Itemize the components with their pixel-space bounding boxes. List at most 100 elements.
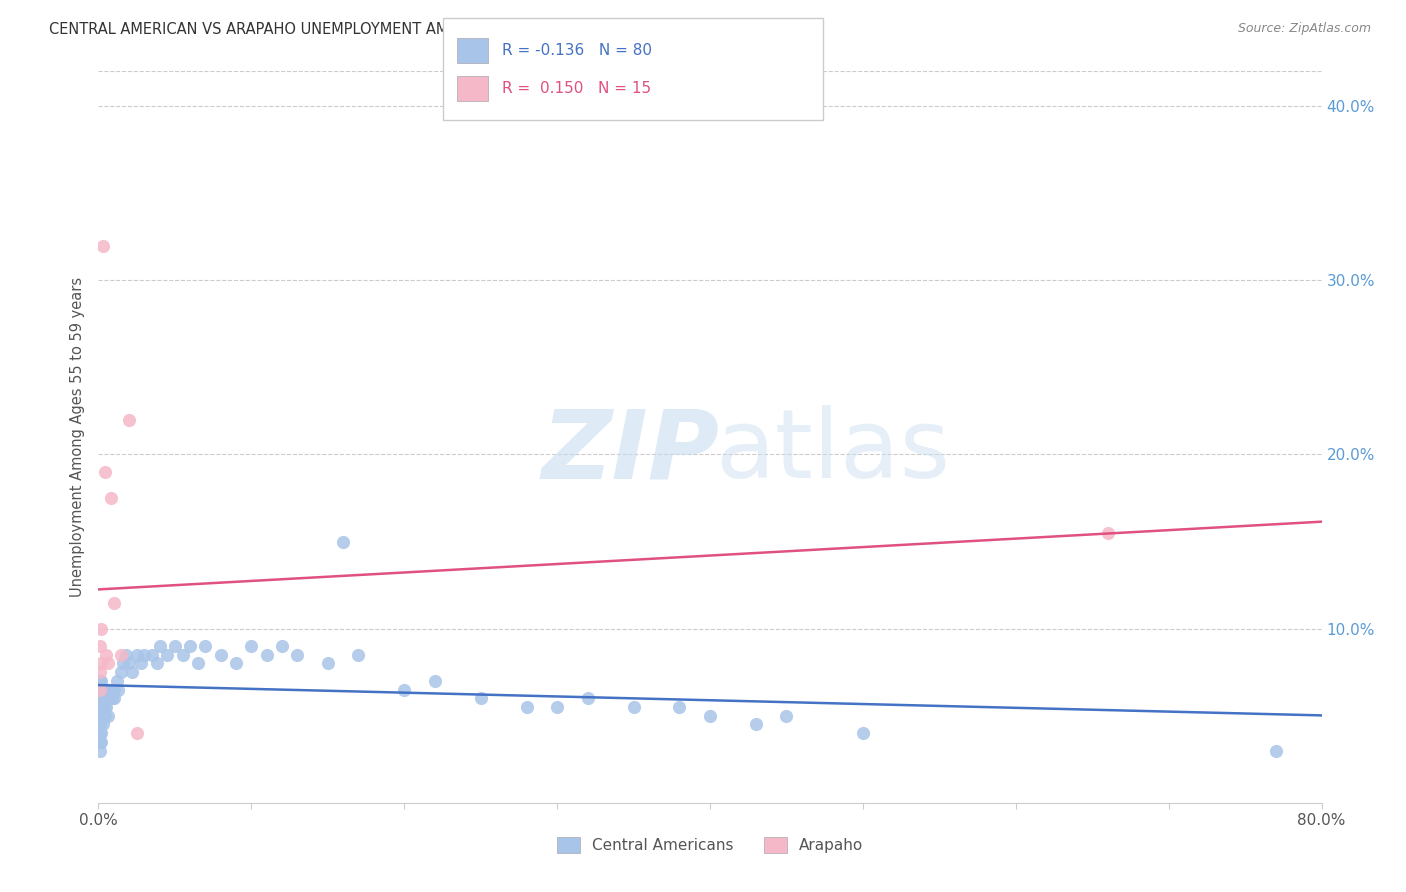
Point	[91, 717, 114, 731]
Point	[121, 665, 143, 680]
Point	[100, 691, 122, 706]
Point	[392, 682, 416, 697]
Point	[94, 691, 117, 706]
Point	[118, 412, 141, 426]
Point	[94, 648, 117, 662]
Point	[699, 708, 721, 723]
Point	[623, 700, 645, 714]
Point	[129, 657, 152, 671]
Point	[100, 682, 122, 697]
Text: R =  0.150   N = 15: R = 0.150 N = 15	[502, 81, 651, 95]
Point	[576, 691, 599, 706]
Point	[103, 682, 125, 697]
Point	[125, 648, 148, 662]
Point	[115, 648, 138, 662]
Point	[100, 491, 122, 505]
Point	[172, 648, 194, 662]
Point	[101, 682, 124, 697]
Point	[97, 708, 120, 723]
Point	[105, 673, 128, 688]
Point	[110, 648, 132, 662]
Point	[91, 700, 114, 714]
Point	[101, 691, 124, 706]
Text: atlas: atlas	[714, 405, 950, 499]
Point	[163, 639, 186, 653]
Point	[1264, 743, 1286, 757]
Point	[103, 691, 125, 706]
Point	[89, 708, 111, 723]
Point	[94, 700, 117, 714]
Point	[470, 691, 492, 706]
Point	[91, 682, 114, 697]
Point	[118, 657, 141, 671]
Point	[97, 657, 120, 671]
Point	[516, 700, 538, 714]
Point	[145, 657, 167, 671]
Point	[775, 708, 797, 723]
Point	[103, 595, 125, 609]
Point	[90, 700, 112, 714]
Point	[89, 639, 111, 653]
Point	[149, 639, 172, 653]
Point	[285, 648, 308, 662]
Point	[90, 735, 112, 749]
Point	[91, 691, 114, 706]
Point	[745, 717, 768, 731]
Point	[209, 648, 232, 662]
Point	[316, 657, 339, 671]
Point	[187, 657, 209, 671]
Point	[225, 657, 247, 671]
Y-axis label: Unemployment Among Ages 55 to 59 years: Unemployment Among Ages 55 to 59 years	[69, 277, 84, 597]
Point	[141, 648, 163, 662]
Point	[111, 657, 134, 671]
Point	[90, 673, 112, 688]
Point	[332, 534, 354, 549]
Point	[423, 673, 446, 688]
Point	[98, 691, 121, 706]
Point	[89, 726, 111, 740]
Point	[89, 665, 111, 680]
Point	[90, 657, 112, 671]
Point	[107, 682, 129, 697]
Point	[98, 682, 121, 697]
Point	[256, 648, 278, 662]
Text: ZIP: ZIP	[541, 405, 720, 499]
Point	[110, 665, 132, 680]
Point	[91, 238, 114, 252]
Point	[134, 648, 156, 662]
Point	[852, 726, 875, 740]
Point	[90, 682, 112, 697]
Point	[90, 622, 112, 636]
Point	[156, 648, 179, 662]
Point	[546, 700, 568, 714]
Point	[93, 691, 115, 706]
Legend: Central Americans, Arapaho: Central Americans, Arapaho	[550, 830, 870, 861]
Text: CENTRAL AMERICAN VS ARAPAHO UNEMPLOYMENT AMONG AGES 55 TO 59 YEARS CORRELATION C: CENTRAL AMERICAN VS ARAPAHO UNEMPLOYMENT…	[49, 22, 813, 37]
Point	[125, 726, 148, 740]
Point	[93, 700, 115, 714]
Point	[89, 691, 111, 706]
Point	[1097, 525, 1119, 540]
Point	[89, 682, 111, 697]
Point	[93, 682, 115, 697]
Point	[89, 682, 111, 697]
Point	[89, 700, 111, 714]
Point	[270, 639, 292, 653]
Point	[93, 465, 115, 479]
Text: R = -0.136   N = 80: R = -0.136 N = 80	[502, 44, 652, 58]
Point	[668, 700, 690, 714]
Point	[89, 735, 111, 749]
Point	[97, 691, 120, 706]
Point	[93, 708, 115, 723]
Text: Source: ZipAtlas.com: Source: ZipAtlas.com	[1237, 22, 1371, 36]
Point	[91, 708, 114, 723]
Point	[90, 691, 112, 706]
Point	[90, 708, 112, 723]
Point	[97, 682, 120, 697]
Point	[240, 639, 263, 653]
Point	[89, 717, 111, 731]
Point	[89, 673, 111, 688]
Point	[347, 648, 370, 662]
Point	[179, 639, 201, 653]
Point	[89, 743, 111, 757]
